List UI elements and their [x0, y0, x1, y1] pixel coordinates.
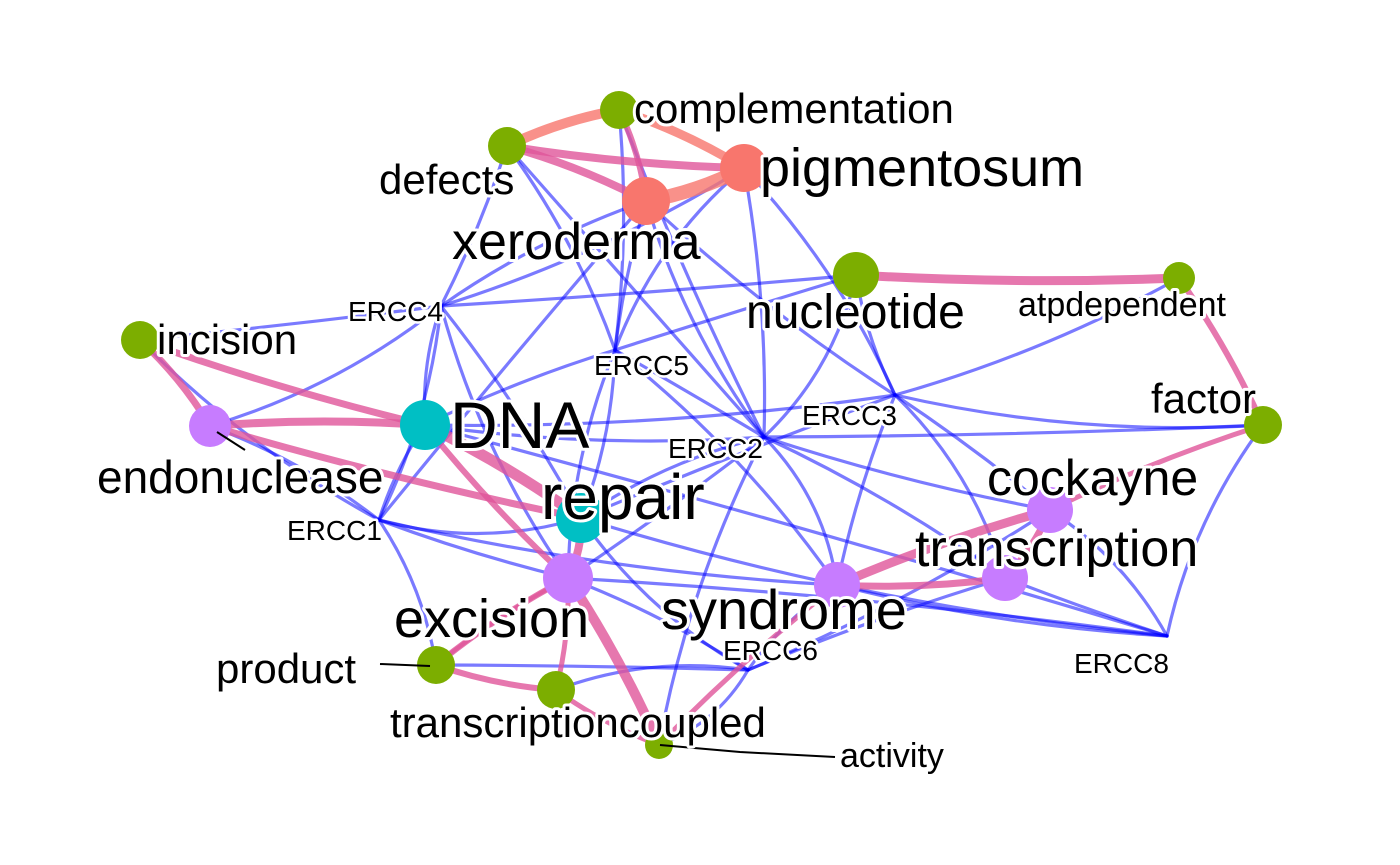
gene-edge-ercc2-dna — [423, 423, 766, 443]
node-dna — [400, 400, 450, 450]
gene-edge-ercc3-transcription — [893, 393, 1007, 580]
label-transcription: transcription — [915, 520, 1198, 578]
node-endonuclease — [189, 405, 231, 447]
gene-edge-ercc4-xeroderma — [439, 199, 648, 308]
leader-line — [659, 744, 836, 758]
gene-edge-ercc4-excision — [439, 304, 570, 580]
gene-edge-ercc5-defects — [505, 144, 617, 352]
label-ercc2: ERCC2 — [668, 433, 763, 464]
gene-edge-ercc4-nucleotide — [439, 273, 858, 308]
gene-edge-ercc2-factor — [762, 423, 1265, 439]
label-cockayne: cockayne — [987, 450, 1198, 506]
node-complementation — [600, 91, 638, 129]
node-nucleotide — [833, 252, 879, 298]
label-repair: repair — [541, 461, 705, 533]
node-atpdependent — [1163, 262, 1195, 294]
gene-edge-ercc2-pigmentosum — [742, 166, 767, 439]
gene-edge-ercc5-complementation — [613, 108, 626, 352]
gene-edge-ercc8-excision — [566, 576, 1169, 638]
label-atpdependent: atpdependent — [1018, 286, 1227, 324]
label-defects: defects — [379, 156, 514, 203]
label-endonuclease: endonuclease — [97, 451, 383, 503]
word-nodes — [121, 91, 1282, 759]
node-cockayne — [1027, 487, 1073, 533]
gene-edge-ercc4-endonuclease — [208, 304, 443, 428]
label-transcriptioncoupled: transcriptioncoupled — [390, 699, 766, 746]
label-incision: incision — [157, 316, 297, 363]
gene-edge-ercc5-nucleotide — [613, 273, 858, 352]
node-excision — [543, 553, 593, 603]
word-edge-defects-pigmentosum — [503, 142, 748, 172]
label-excision: excision — [394, 589, 589, 649]
gene-edge-ercc3-atpdependent — [893, 276, 1181, 397]
word-edge-endonuclease-repair — [206, 422, 585, 522]
label-syndrome: syndrome — [661, 578, 907, 641]
gene-edge-ercc2-syndrome — [762, 435, 839, 587]
gene-edge-ercc2-defects — [505, 144, 766, 439]
label-nucleotide: nucleotide — [746, 286, 965, 339]
label-product: product — [216, 645, 356, 692]
node-syndrome — [814, 562, 860, 608]
gene-edge-ercc8-dna — [423, 423, 1169, 638]
word-edge-atpdependent-factor — [1176, 275, 1266, 428]
gene-edge-ercc5-pigmentosum — [613, 166, 746, 352]
node-pigmentosum — [720, 144, 768, 192]
word-edge-incision-dna — [136, 336, 429, 429]
label-complementation: complementation — [634, 85, 954, 132]
gene-edge-ercc3-xeroderma — [644, 199, 897, 397]
label-pigmentosum: pigmentosum — [760, 138, 1084, 198]
node-defects — [488, 127, 526, 165]
label-dna: DNA — [450, 388, 589, 462]
label-activity: activity — [840, 737, 944, 775]
label-factor: factor — [1151, 375, 1256, 422]
gene-edge-ercc3-repair — [579, 393, 897, 520]
gene-edge-ercc1-syndrome — [377, 518, 839, 587]
gene-edge-ercc4-repair — [439, 304, 583, 520]
node-activity — [645, 731, 673, 759]
gene-edge-ercc3-pigmentosum — [742, 166, 897, 397]
gene-edge-ercc6-transcription — [746, 576, 1007, 672]
node-transcription — [982, 555, 1028, 601]
label-xeroderma: xeroderma — [452, 213, 701, 271]
word-edge-syndrome-cockayne — [832, 505, 1055, 590]
gene-edge-ercc2-ercc5 — [613, 348, 766, 439]
gene-edge-ercc8-factor — [1165, 423, 1265, 638]
label-ercc4: ERCC4 — [348, 296, 443, 327]
word-edge-syndrome-activity — [656, 582, 840, 748]
label-ercc6: ERCC6 — [723, 635, 818, 666]
label-leader-lines — [216, 431, 836, 758]
label-ercc1: ERCC1 — [287, 515, 382, 546]
node-repair — [556, 493, 606, 543]
node-transcriptioncoupled — [537, 671, 575, 709]
gene-edge-ercc2-xeroderma — [644, 199, 766, 439]
node-factor — [1244, 406, 1282, 444]
label-ercc3: ERCC3 — [802, 400, 897, 431]
word-edge-nucleotide-atpdependent — [851, 270, 1184, 286]
label-ercc8: ERCC8 — [1074, 648, 1169, 679]
gene-edge-ercc8-syndrome — [835, 583, 1169, 638]
gene-edge-ercc5-dna — [423, 348, 617, 427]
gene-edge-ercc2-cockayne — [762, 435, 1052, 512]
gene-edge-ercc1-xeroderma — [377, 199, 648, 522]
label-ercc5: ERCC5 — [594, 350, 689, 381]
node-xeroderma — [622, 177, 670, 225]
word-edge-dna-excision — [422, 422, 571, 581]
gene-edge-ercc3-dna — [423, 393, 897, 428]
leader-line — [379, 663, 431, 667]
gene-edge-ercc6-product — [434, 663, 750, 672]
leader-line — [216, 431, 246, 451]
gene-edge-ercc4-incision — [138, 304, 443, 342]
node-incision — [121, 321, 159, 359]
node-labels: complementation defects pigmentosum xero… — [94, 82, 1259, 778]
word-edge-factor-cockayne — [1047, 422, 1266, 513]
gene-edge-ercc4-defects — [439, 144, 509, 308]
word-edge-endonuclease-dna — [206, 417, 429, 430]
gene-edge-ercc5-excision — [566, 348, 617, 580]
node-product — [417, 646, 455, 684]
